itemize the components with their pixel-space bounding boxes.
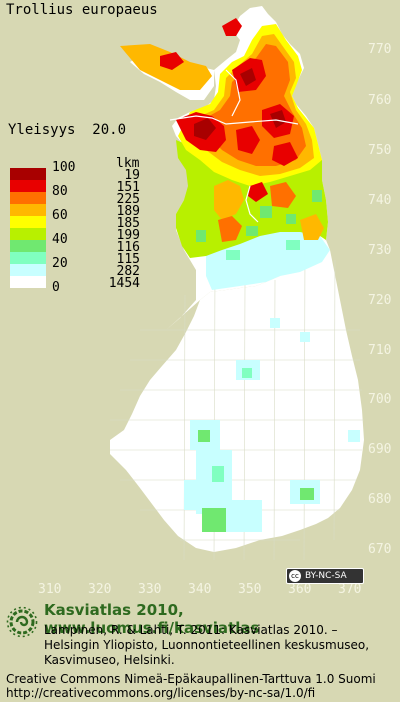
y-tick-label: 760 [368, 93, 392, 108]
y-tick-label: 740 [368, 193, 392, 208]
license-text: Creative Commons Nimeä-Epäkaupallinen-Ta… [6, 672, 376, 686]
legend-count: 185 [116, 216, 140, 231]
legend-label-0: 0 [52, 280, 60, 295]
legend-label-20: 20 [52, 256, 68, 271]
legend-count: 1454 [108, 276, 140, 291]
y-tick-label: 730 [368, 243, 392, 258]
legend-label-40: 40 [52, 232, 68, 247]
frequency-value: 20.0 [92, 122, 127, 138]
cc-license-badge[interactable]: cc BY-NC-SA [286, 568, 364, 584]
x-tick-label: 360 [288, 582, 312, 597]
frequency-label-text: Yleisyys [8, 122, 76, 138]
y-tick-label: 720 [368, 293, 392, 308]
legend-count: 116 [116, 240, 140, 255]
legend-label-60: 60 [52, 208, 68, 223]
legend-swatch-6 [10, 228, 46, 240]
freq-zone-north [120, 18, 328, 260]
x-tick-label: 370 [338, 582, 362, 597]
citation-line: Kasvimuseo, Helsinki. [44, 653, 175, 667]
license-url[interactable]: http://creativecommons.org/licenses/by-n… [6, 686, 316, 700]
legend-count: 151 [116, 180, 140, 195]
y-tick-label: 700 [368, 392, 392, 407]
x-tick-label: 340 [188, 582, 212, 597]
y-tick-label: 670 [368, 542, 392, 557]
legend-swatch-8 [10, 252, 46, 264]
citation-line: Lampinen, R. & Lahti, T. 2011: Kasviatla… [44, 623, 338, 637]
region-borders [169, 69, 299, 223]
x-tick-label: 320 [88, 582, 112, 597]
kasviatlas-logo-icon [6, 606, 38, 638]
legend-count: 19 [124, 168, 140, 183]
y-tick-label: 690 [368, 442, 392, 457]
legend-swatch-1 [10, 168, 46, 180]
y-tick-label: 680 [368, 492, 392, 507]
species-name: Trollius europaeus [6, 2, 158, 18]
y-tick-label: 770 [368, 42, 392, 57]
legend-swatch-3 [10, 192, 46, 204]
legend-swatch-10 [10, 276, 46, 288]
legend-swatch-5 [10, 216, 46, 228]
legend-count: 115 [116, 252, 140, 267]
legend-swatch-9 [10, 264, 46, 276]
footer-title: Kasviatlas 2010, www.luomus.fi/kasviatla… [44, 601, 260, 637]
legend-count: 199 [116, 228, 140, 243]
legend-count: 189 [116, 204, 140, 219]
legend-swatch-4 [10, 204, 46, 216]
legend-count: 225 [116, 192, 140, 207]
y-tick-label: 710 [368, 343, 392, 358]
citation-line: Helsingin Yliopisto, Luonnontieteellinen… [44, 638, 370, 652]
legend-count-header: lkm [116, 156, 140, 171]
cc-badge-text: BY-NC-SA [305, 571, 347, 581]
legend-swatch-7 [10, 240, 46, 252]
legend-label-100: 100 [52, 160, 76, 175]
creative-commons-icon: cc [289, 570, 301, 582]
x-tick-label: 330 [138, 582, 162, 597]
legend-count: 282 [116, 264, 140, 279]
legend-swatch-2 [10, 180, 46, 192]
legend-label-80: 80 [52, 184, 68, 199]
y-tick-label: 750 [368, 143, 392, 158]
x-tick-label: 310 [38, 582, 62, 597]
land-south [110, 240, 364, 552]
frequency-label: Yleisyys 20.0 [8, 122, 126, 138]
x-tick-label: 350 [238, 582, 262, 597]
freq-zone-green-south [198, 368, 314, 532]
